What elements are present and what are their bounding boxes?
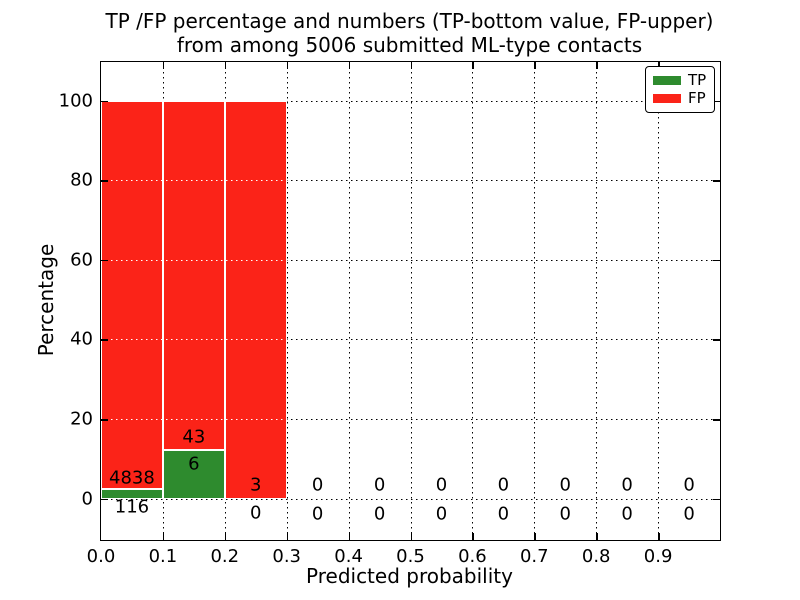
fp-count-label: 0 [311, 474, 324, 496]
legend: TP FP [645, 66, 715, 113]
v-gridline [658, 62, 660, 540]
fp-count-label: 4838 [109, 467, 155, 488]
x-tick-top [224, 62, 227, 69]
v-gridline [286, 62, 288, 540]
y-tick-right [713, 419, 720, 421]
y-tick-label: 60 [70, 249, 93, 271]
x-tick-label: 0.4 [334, 546, 363, 567]
fp-bar [162, 100, 225, 450]
chart-title-line1: TP /FP percentage and numbers (TP-bottom… [105, 9, 714, 33]
fp-count-label: 0 [497, 474, 510, 496]
x-tick-top [472, 62, 474, 69]
v-gridline [472, 62, 474, 540]
y-tick-right [713, 339, 720, 341]
x-tick-bottom [472, 533, 474, 540]
tp-count-label: 116 [114, 496, 150, 518]
x-tick-label: 0.1 [148, 546, 178, 567]
x-tick-top [596, 62, 598, 69]
x-tick-label: 0.3 [272, 546, 302, 567]
fp-count-label: 0 [559, 474, 571, 496]
h-gridline-over-bars [101, 419, 287, 420]
x-tick-top [410, 62, 412, 69]
y-tick-label: 80 [70, 169, 93, 191]
y-tick-left [101, 419, 108, 421]
x-tick-label: 0.2 [210, 546, 240, 567]
legend-swatch-fp-icon [653, 94, 681, 104]
tp-count-label: 0 [497, 503, 510, 525]
tp-bar [162, 449, 225, 499]
x-tick-label: 0.9 [643, 546, 673, 567]
tp-bar [101, 489, 163, 499]
fp-count-label: 43 [182, 426, 206, 448]
fp-count-label: 0 [373, 474, 386, 496]
x-tick-label: 0.7 [519, 546, 549, 567]
y-tick-label: 40 [70, 328, 93, 350]
y-tick-left [101, 498, 108, 501]
x-tick-bottom [596, 533, 598, 540]
y-tick-right [713, 498, 720, 501]
legend-label-fp: FP [688, 89, 706, 108]
y-tick-label: 20 [70, 408, 93, 430]
fp-count-label: 0 [435, 474, 448, 496]
x-tick-top [534, 62, 536, 69]
fp-count-label: 0 [683, 474, 695, 496]
legend-item-tp: TP [653, 70, 707, 89]
y-tick-left [101, 100, 108, 103]
tp-count-label: 0 [621, 503, 633, 525]
x-tick-bottom [286, 533, 289, 540]
tp-count-label: 0 [683, 503, 695, 525]
x-tick-label: 0.5 [396, 546, 425, 567]
h-gridline-over-bars [101, 180, 287, 182]
x-tick-top [348, 62, 351, 69]
x-tick-bottom [658, 533, 660, 540]
fp-bar [101, 100, 163, 490]
x-tick-top [286, 62, 289, 69]
v-gridline [348, 62, 350, 540]
x-tick-label: 0.6 [458, 546, 487, 567]
y-tick-left [101, 259, 108, 262]
x-tick-top [658, 62, 660, 69]
x-tick-label: 0.8 [581, 546, 611, 567]
y-tick-right [713, 100, 720, 103]
x-tick-top [162, 62, 165, 69]
fp-count-label: 3 [250, 474, 262, 496]
h-gridline-over-bars [101, 259, 287, 261]
tp-count-label: 6 [188, 453, 200, 475]
v-gridline [596, 62, 598, 540]
x-tick-bottom [348, 533, 351, 540]
x-tick-bottom [224, 533, 227, 540]
x-tick-label: 0.0 [86, 546, 116, 567]
y-tick-right [713, 259, 720, 262]
legend-swatch-tp-icon [653, 75, 681, 85]
tp-count-label: 0 [250, 502, 262, 524]
legend-item-fp: FP [653, 91, 707, 106]
plot-area: 4838 116 43 6 3 0 0 0 0 0 0 0 0 0 0 0 0 0 0 0 0.0 0.1 0.2 0.3 0.… [59, 61, 721, 567]
fp-count-label: 0 [621, 474, 633, 496]
y-tick-label: 0 [81, 488, 93, 510]
fp-bar [224, 100, 287, 499]
v-gridline-over-bars [162, 100, 164, 499]
tp-count-label: 0 [435, 503, 448, 525]
v-gridline [410, 62, 412, 540]
y-tick-label: 100 [58, 90, 93, 112]
v-gridline [534, 62, 536, 540]
y-tick-right [713, 180, 720, 182]
x-tick-bottom [162, 533, 165, 540]
y-tick-left [101, 180, 108, 182]
h-gridline-over-bars [101, 339, 287, 341]
tp-count-label: 0 [559, 503, 571, 525]
chart-title-line2: from among 5006 submitted ML-type contac… [176, 33, 643, 57]
v-gridline-over-bars [224, 100, 226, 499]
x-tick-bottom [534, 533, 536, 540]
legend-label-tp: TP [688, 70, 707, 89]
chart-title: TP /FP percentage and numbers (TP-bottom… [100, 9, 719, 57]
tp-count-label: 0 [311, 503, 324, 525]
x-tick-bottom [410, 533, 412, 540]
tp-count-label: 0 [373, 503, 386, 525]
x-axis-label: Predicted probability [306, 564, 513, 588]
y-tick-left [101, 339, 108, 341]
